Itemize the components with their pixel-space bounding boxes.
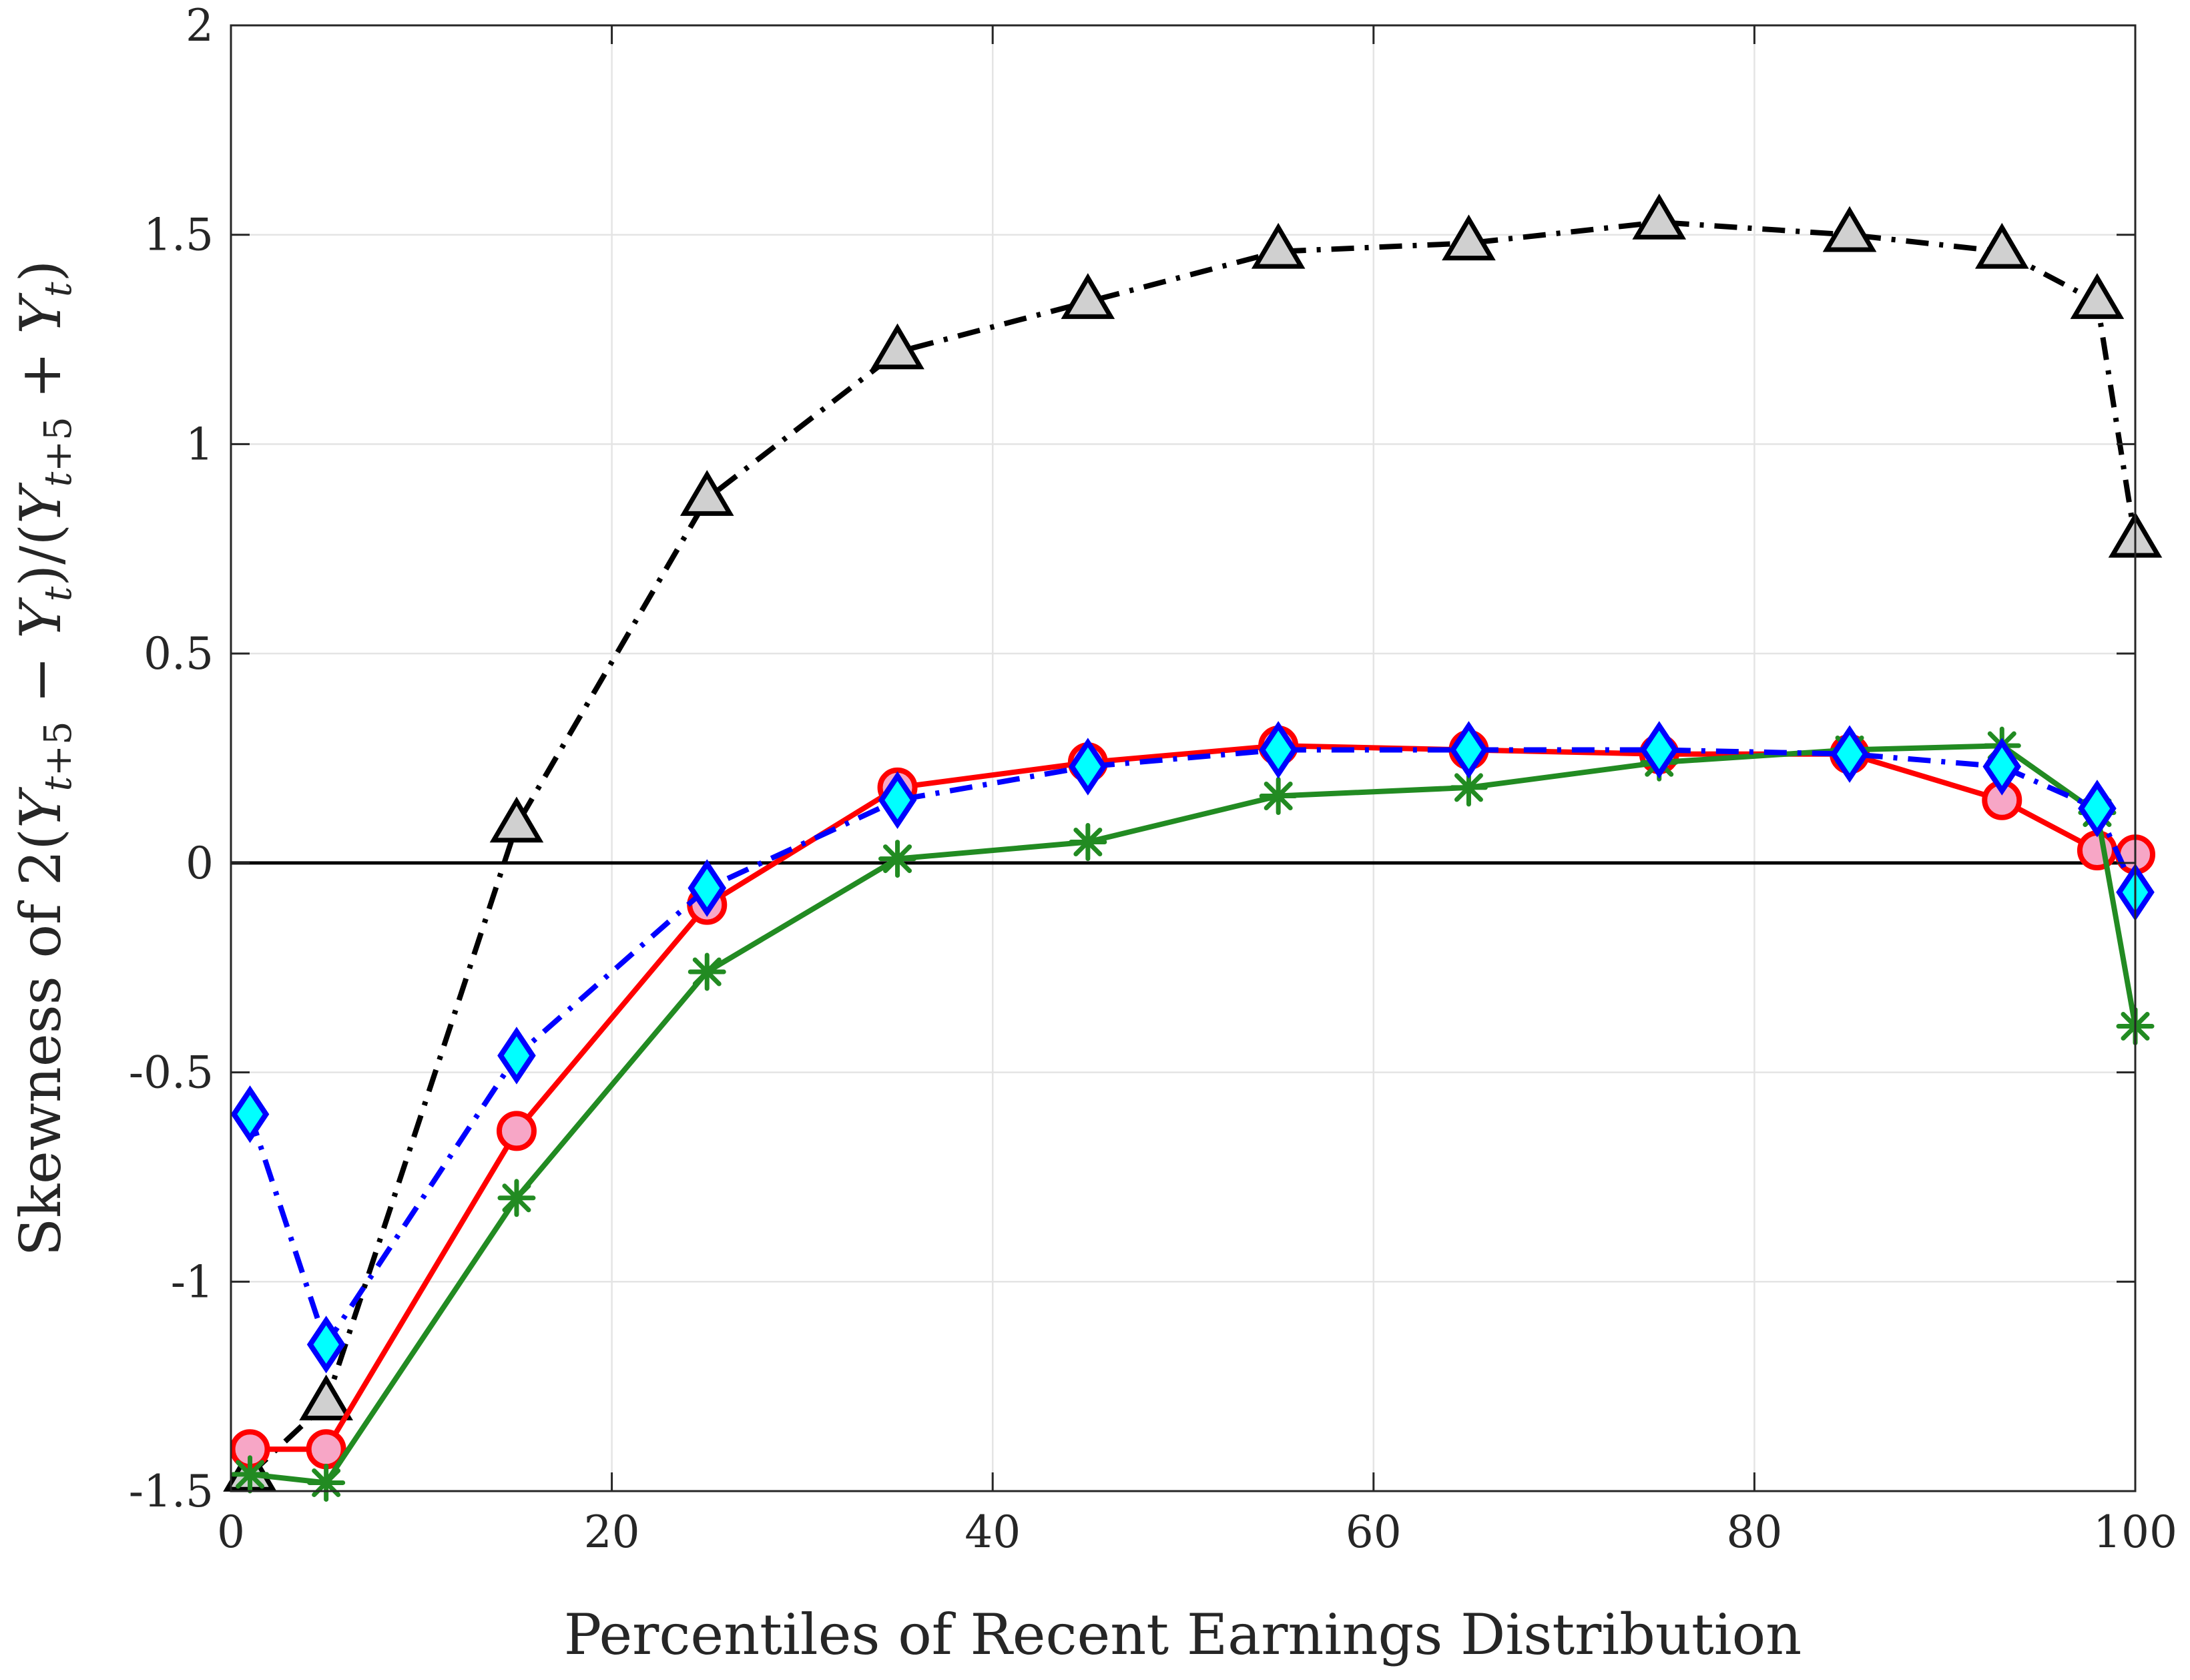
data-point [2070,273,2125,319]
data-point [878,771,917,829]
data-point [496,1111,537,1151]
y-tick-labels: -1.5 -1 -0.5 0 0.5 1 1.5 2 [129,0,214,1517]
x-tick-label: 80 [1726,1506,1782,1558]
y-tick-label: 1 [186,418,214,470]
asterisk-stroke [1454,773,1483,802]
x-tick-label: 100 [2093,1506,2177,1558]
data-point [1069,822,1107,861]
data-point [2078,780,2117,838]
data-point [688,952,726,991]
x-tick-label: 0 [217,1506,245,1558]
data-point [299,1374,353,1421]
data-point [1639,721,1679,779]
asterisk-stroke [692,957,722,987]
y-tick-label: -1 [171,1256,214,1308]
data-point [306,1316,346,1374]
asterisk-stroke [883,844,912,874]
data-point [688,859,727,917]
data-point [1830,725,1869,783]
data-point [1061,273,1115,319]
data-point [679,470,734,516]
asterisk-stroke [1073,827,1103,856]
asterisk-stroke [1264,781,1293,810]
data-point [1259,776,1298,815]
data-point [870,323,924,370]
data-point [1449,721,1488,779]
data-point [1442,214,1496,261]
series-3 [230,721,2155,1374]
ticks [230,24,2137,1492]
data-point [307,1463,346,1502]
y-tick-label: 0 [186,838,214,889]
x-tick-label: 40 [965,1506,1021,1558]
asterisk-stroke [502,1183,531,1213]
y-tick-label: 1.5 [144,210,214,261]
data-point [1822,206,1877,252]
y-axis-label: Skewness of 2(Yt+5 − Yt)/(Yt+5 + Yt) [8,260,80,1257]
data-point [2077,830,2117,871]
data-point [1632,193,1687,240]
x-tick-label: 60 [1346,1506,1402,1558]
data-point [497,1027,536,1085]
series-0 [223,193,2163,1492]
data-point [1251,222,1306,269]
series-layer [223,193,2163,1502]
y-tick-label: -0.5 [129,1047,214,1099]
asterisk-stroke [236,1460,265,1489]
y-tick-label: 0.5 [144,628,214,679]
y-tick-label: 2 [186,0,214,51]
data-point [1974,222,2029,269]
plot-frame [230,24,2137,1492]
data-point [1259,721,1298,779]
x-tick-labels: 0 20 40 60 80 100 [217,1506,2177,1558]
data-point [497,1179,536,1217]
data-point [230,1085,270,1143]
data-point [489,796,544,843]
data-point [878,840,917,878]
data-point [1982,738,2022,796]
x-tick-label: 20 [584,1506,640,1558]
plot-background [231,25,2135,1491]
data-point [231,1455,270,1494]
y-tick-label: -1.5 [129,1466,214,1517]
data-point [1069,738,1107,796]
x-axis-label: Percentiles of Recent Earnings Distribut… [564,1602,1802,1667]
